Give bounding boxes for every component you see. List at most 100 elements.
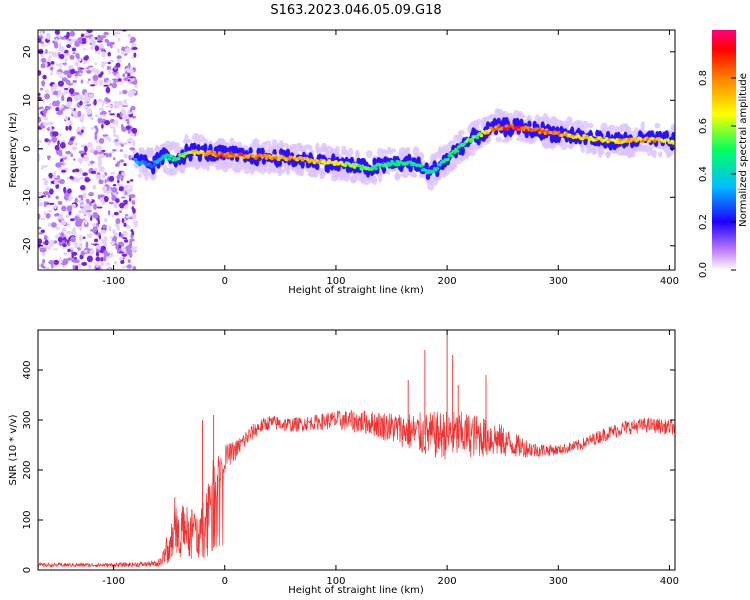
noise-speck <box>126 264 132 269</box>
x-tick-label: -100 <box>102 276 125 287</box>
ridge-core <box>227 154 231 158</box>
ridge-core <box>176 157 181 161</box>
noise-speck <box>50 222 57 228</box>
noise-speck <box>113 202 119 209</box>
noise-speck <box>57 140 60 146</box>
noise-speck <box>64 70 70 73</box>
noise-speck <box>83 218 86 221</box>
ridge-halo <box>608 124 616 133</box>
noise-speck <box>86 30 93 34</box>
y-tick-label: 100 <box>22 510 33 529</box>
noise-speck <box>48 51 54 54</box>
noise-speck <box>47 155 51 161</box>
ridge-halo <box>395 173 402 179</box>
noise-speck <box>97 159 102 166</box>
ridge-halo <box>278 139 284 149</box>
noise-speck <box>108 252 114 258</box>
noise-speck <box>108 175 115 182</box>
noise-speck <box>100 229 107 235</box>
ridge-halo <box>582 120 589 130</box>
x-tick-label: 300 <box>549 576 568 587</box>
noise-speck <box>114 31 121 35</box>
noise-speck <box>88 212 91 219</box>
noise-speck <box>53 240 58 244</box>
noise-speck <box>114 139 119 142</box>
noise-speck <box>113 101 120 104</box>
noise-speck <box>121 253 128 257</box>
noise-speck <box>120 123 124 130</box>
noise-speck <box>94 114 99 118</box>
noise-speck <box>44 89 50 93</box>
ridge-core <box>254 156 258 160</box>
y-tick-label: 400 <box>22 360 33 379</box>
ridge-band <box>608 143 613 151</box>
ridge-halo <box>566 116 573 126</box>
ridge-core <box>343 163 348 168</box>
noise-speck <box>42 122 49 127</box>
noise-speck <box>77 110 82 118</box>
noise-speck <box>81 37 87 42</box>
noise-speck <box>110 44 113 49</box>
noise-speck <box>60 231 65 239</box>
snr-ylabel: SNR (10 * v/v) <box>8 414 19 485</box>
noise-speck <box>117 48 120 53</box>
noise-speck <box>108 138 112 143</box>
noise-speck <box>83 99 87 105</box>
noise-speck <box>54 30 61 35</box>
noise-speck <box>121 114 128 119</box>
ridge-core <box>192 151 197 155</box>
noise-speck <box>87 78 91 81</box>
ridge-halo <box>306 144 313 151</box>
noise-speck <box>40 63 46 69</box>
noise-speck <box>81 113 85 121</box>
noise-speck <box>78 150 85 154</box>
noise-speck <box>109 236 114 239</box>
noise-speck <box>49 72 53 76</box>
noise-speck <box>53 171 57 176</box>
noise-speck <box>104 179 107 184</box>
noise-speck <box>95 256 101 262</box>
noise-speck <box>133 222 138 228</box>
noise-speck <box>103 31 109 36</box>
noise-speck <box>48 172 53 178</box>
noise-speck <box>39 245 45 248</box>
noise-speck <box>117 78 122 82</box>
noise-speck <box>111 82 118 89</box>
noise-speck <box>89 84 96 87</box>
ridge-band <box>248 147 253 154</box>
ridge-band <box>372 157 377 167</box>
ridge-halo <box>452 161 458 170</box>
noise-speck <box>57 89 62 96</box>
ridge-halo <box>468 150 476 157</box>
noise-speck <box>97 219 101 225</box>
noise-speck <box>55 226 60 230</box>
noise-speck <box>86 108 93 115</box>
noise-speck <box>48 260 55 265</box>
colorbar-label: Normalized spectral amplitude <box>738 73 749 227</box>
noise-speck <box>58 53 65 60</box>
noise-speck <box>129 252 133 258</box>
noise-speck <box>133 52 137 58</box>
noise-speck <box>79 100 83 106</box>
x-tick-label: 200 <box>438 576 457 587</box>
noise-speck <box>49 125 53 132</box>
noise-speck <box>101 35 107 39</box>
noise-speck <box>85 210 92 213</box>
noise-speck <box>125 47 131 53</box>
noise-speck <box>128 154 132 161</box>
noise-speck <box>66 44 71 49</box>
noise-speck <box>44 239 49 246</box>
noise-speck <box>129 185 134 188</box>
ridge-core <box>587 138 592 142</box>
noise-speck <box>95 267 100 270</box>
noise-speck <box>89 116 94 121</box>
noise-speck <box>119 202 125 209</box>
noise-speck <box>82 172 88 177</box>
noise-speck <box>131 115 137 119</box>
noise-speck <box>103 235 108 242</box>
noise-speck <box>38 92 41 96</box>
ridge-band <box>188 152 193 162</box>
noise-speck <box>66 72 72 79</box>
ridge-core <box>556 130 561 134</box>
noise-speck <box>112 228 116 235</box>
